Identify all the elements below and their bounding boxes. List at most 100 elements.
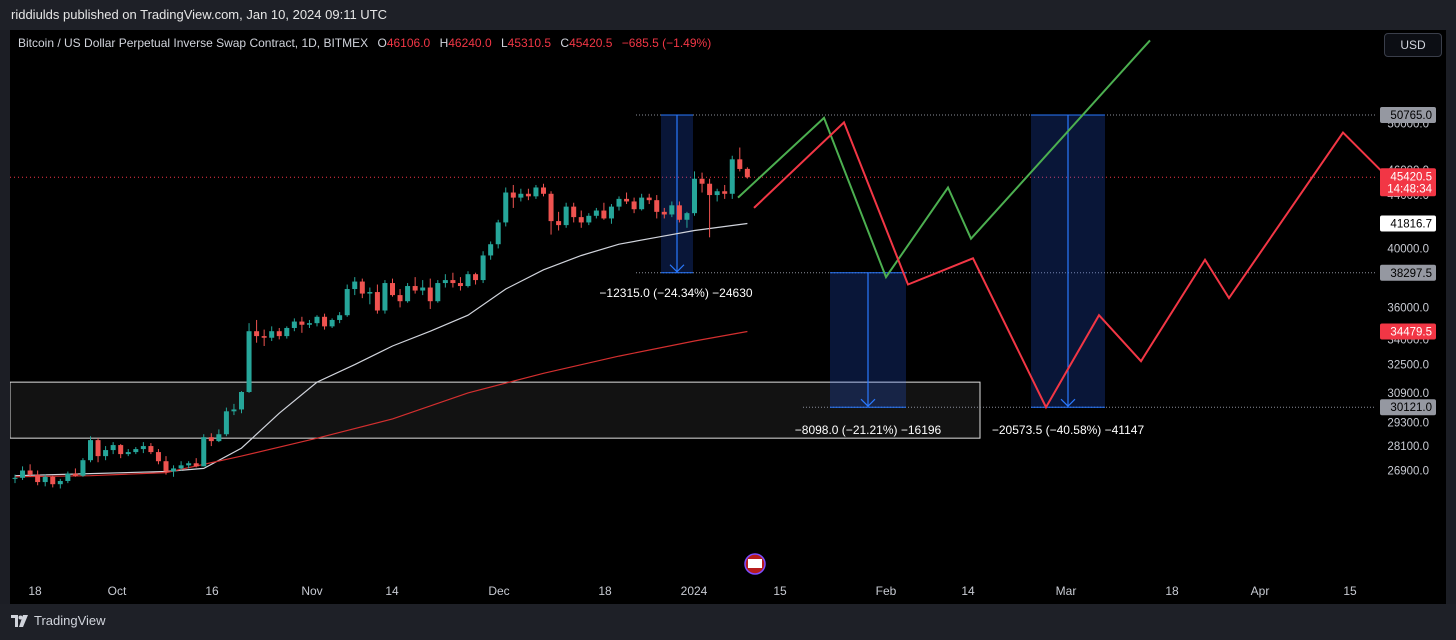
price-chart[interactable]: −12315.0 (−24.34%) −24630 −8098.0 (−21.21… [10,30,1446,604]
candle-body [586,215,592,223]
candle-body [20,470,26,478]
candle-body [473,274,479,281]
x-tick-label: Mar [1056,584,1077,598]
event-flag-stripe [748,559,762,568]
x-tick-label: Nov [301,584,322,598]
candle-body [390,283,395,296]
measure-arrow-head [669,264,685,273]
candle-body [571,206,577,218]
candle-body [503,192,509,223]
candle-body [624,198,630,202]
candle-body [374,292,380,311]
candle-body [171,468,177,472]
symbol-title: Bitcoin / US Dollar Perpetual Inverse Sw… [18,36,369,50]
candle-body [518,193,524,198]
candle-body [563,206,569,226]
high-value: 46240.0 [448,36,492,50]
ohlc-legend: Bitcoin / US Dollar Perpetual Inverse Sw… [18,36,711,50]
chart-panel[interactable]: −12315.0 (−24.34%) −24630 −8098.0 (−21.21… [10,30,1446,604]
measure-label: −8098.0 (−21.21%) −16196 [795,423,942,437]
candle-body [261,336,267,338]
candle-body [556,221,562,226]
candle-body [223,411,229,435]
candle-body [35,474,41,483]
candle-body [103,450,109,457]
candle-body [510,192,516,198]
x-tick-label: 18 [1165,584,1179,598]
y-tick-label: 32500.0 [1387,360,1429,372]
candle-body [480,255,486,281]
candle-body [12,477,18,479]
change-value: −685.5 (−1.49%) [621,36,712,50]
moving-average-fast [14,222,748,477]
measure-label: −20573.5 (−40.58%) −41147 [992,423,1145,437]
x-tick-label: Apr [1251,584,1270,598]
price-label-bg [1380,264,1436,281]
candle-body [707,183,713,196]
candle-body [65,473,71,482]
candle-body [737,159,743,169]
candle-body [27,470,33,475]
price-label-bg [1380,323,1436,340]
candle-body [95,440,101,457]
support-zone-box [10,381,981,439]
publish-header: riddiulds published on TradingView.com, … [0,0,1456,30]
candle-body [359,281,365,294]
candle-body [337,315,343,320]
x-tick-label: 14 [385,584,399,598]
candle-body [495,222,501,245]
candle-body [744,168,750,178]
x-tick-label: 18 [598,584,612,598]
candle-body [714,191,720,196]
candle-body [178,465,184,469]
price-label-countdown: 14:48:34 [1387,183,1432,195]
tradingview-brand: TradingView [34,613,106,628]
candle-body [216,434,222,442]
measure-arrow-head [1060,398,1076,408]
candle-body [412,286,418,291]
candle-body [133,449,139,453]
candle-body [269,331,275,338]
candle-body [729,159,735,194]
projection-path-green [737,39,1151,280]
candle-body [654,200,660,212]
price-label-bg [1380,399,1436,416]
close-label: C [560,36,570,50]
x-tick-label: 14 [961,584,975,598]
candle-body [254,331,260,337]
candle-body [676,205,682,220]
projection-path-red [753,120,1384,410]
footer-bar [0,604,1456,640]
candle-body [284,327,290,337]
candle-body [352,281,358,290]
candle-body [669,205,675,215]
candle-body [201,437,207,467]
candle-body [186,463,192,466]
candle-body [578,217,584,223]
y-tick-label: 29300.0 [1387,418,1429,430]
low-value: 45310.5 [507,36,552,50]
candle-body [322,316,328,327]
tradingview-logo-icon [11,615,28,627]
close-value: 45420.5 [569,36,613,50]
candle-body [435,283,441,302]
candle-body [306,323,312,325]
y-tick-label: 30900.0 [1387,388,1429,400]
candle-body [110,445,116,451]
candle-body [684,213,690,220]
candle-body [231,409,237,412]
candle-body [208,437,214,442]
x-tick-label: Oct [108,584,127,598]
candle-body [276,331,282,337]
currency-button[interactable]: USD [1384,33,1442,57]
candle-body [465,274,471,287]
candle-body [367,292,373,294]
candle-body [50,476,56,485]
x-tick-label: Dec [488,584,509,598]
candle-body [639,197,645,210]
price-label-bg [1380,215,1436,232]
candle-body [533,187,539,197]
candle-body [140,446,146,450]
candle-body [57,481,63,485]
candle-body [541,187,546,194]
